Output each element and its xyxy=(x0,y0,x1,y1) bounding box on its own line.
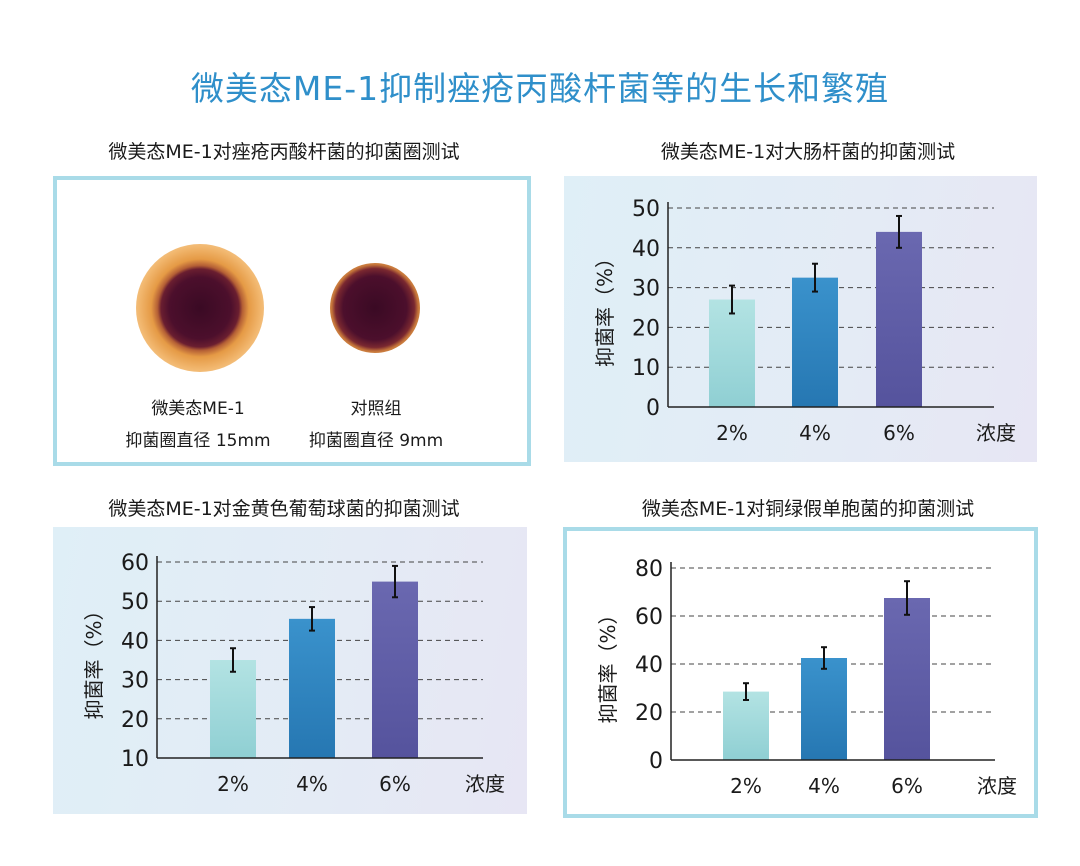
y-tick-label: 50 xyxy=(121,590,149,615)
y-tick-label: 10 xyxy=(632,356,660,381)
x-axis-label: 浓度 xyxy=(465,772,505,796)
bar-6% xyxy=(876,231,922,407)
x-tick-label: 6% xyxy=(891,774,923,798)
y-tick-label: 30 xyxy=(632,277,660,302)
zone-diameter-control: 抑菌圈直径 9mm xyxy=(308,431,444,451)
y-tick-label: 80 xyxy=(635,557,663,582)
pseudomonas-chart-title: 微美态ME-1对铜绿假单胞菌的抑菌测试 xyxy=(641,498,975,520)
bar-4% xyxy=(801,658,847,760)
y-tick-label: 40 xyxy=(121,629,149,654)
pseudomonas-chart: 0 20 40 60 80 2% 4% 6% 浓度 抑菌率（%） xyxy=(596,557,1017,798)
y-tick-label: 10 xyxy=(121,747,149,772)
bar-6% xyxy=(372,581,418,758)
bar-2% xyxy=(723,691,769,760)
x-tick-label: 2% xyxy=(217,772,249,796)
x-tick-label: 4% xyxy=(808,774,840,798)
y-tick-label: 0 xyxy=(646,396,660,421)
sample-name-me1: 微美态ME-1 xyxy=(151,399,245,419)
y-axis-label: 抑菌率（%） xyxy=(82,600,106,719)
staph-chart-title: 微美态ME-1对金黄色葡萄球菌的抑菌测试 xyxy=(108,498,460,520)
petri-dish-control xyxy=(330,263,420,353)
y-tick-label: 60 xyxy=(121,551,149,576)
x-tick-label: 2% xyxy=(716,421,748,445)
x-axis-label: 浓度 xyxy=(977,774,1017,798)
x-tick-label: 4% xyxy=(296,772,328,796)
y-axis-label: 抑菌率（%） xyxy=(596,604,620,723)
x-tick-label: 6% xyxy=(379,772,411,796)
bar-6% xyxy=(884,598,930,760)
zone-test-title: 微美态ME-1对痤疮丙酸杆菌的抑菌圈测试 xyxy=(108,141,460,163)
zone-diameter-me1: 抑菌圈直径 15mm xyxy=(125,431,271,451)
bar-2% xyxy=(210,660,256,758)
sample-name-control: 对照组 xyxy=(350,399,402,419)
bar-4% xyxy=(289,618,335,758)
x-axis-label: 浓度 xyxy=(976,421,1016,445)
y-tick-label: 20 xyxy=(121,708,149,733)
staph-chart: 10 20 30 40 50 60 2% 4% 6% 浓度 抑菌率（%） xyxy=(82,551,505,796)
y-tick-label: 20 xyxy=(635,701,663,726)
x-tick-label: 4% xyxy=(799,421,831,445)
petri-dish-me1 xyxy=(136,244,264,372)
ecoli-chart: 0 10 20 30 40 50 2% 4% 6% 浓度 抑菌率（%） xyxy=(593,197,1016,445)
staph-chart-panel: 10 20 30 40 50 60 2% 4% 6% 浓度 抑菌率（%） xyxy=(53,527,527,814)
y-axis-label: 抑菌率（%） xyxy=(593,248,617,367)
bar-2% xyxy=(709,299,755,407)
pseudomonas-chart-panel: 0 20 40 60 80 2% 4% 6% 浓度 抑菌率（%） xyxy=(563,527,1038,818)
y-tick-label: 0 xyxy=(649,749,663,774)
x-tick-label: 2% xyxy=(730,774,762,798)
y-tick-label: 20 xyxy=(632,316,660,341)
x-tick-label: 6% xyxy=(883,421,915,445)
ecoli-chart-panel: 0 10 20 30 40 50 2% 4% 6% 浓度 抑菌率（%） xyxy=(564,176,1037,462)
page-title: 微美态ME-1抑制痤疮丙酸杆菌等的生长和繁殖 xyxy=(190,69,890,108)
zone-test-panel: 微美态ME-1 抑菌圈直径 15mm 对照组 抑菌圈直径 9mm xyxy=(53,176,531,466)
ecoli-chart-title: 微美态ME-1对大肠杆菌的抑菌测试 xyxy=(660,141,956,163)
y-tick-label: 40 xyxy=(632,237,660,262)
y-tick-label: 30 xyxy=(121,669,149,694)
y-tick-label: 60 xyxy=(635,605,663,630)
y-tick-label: 40 xyxy=(635,653,663,678)
y-tick-label: 50 xyxy=(632,197,660,222)
bar-4% xyxy=(792,277,838,407)
